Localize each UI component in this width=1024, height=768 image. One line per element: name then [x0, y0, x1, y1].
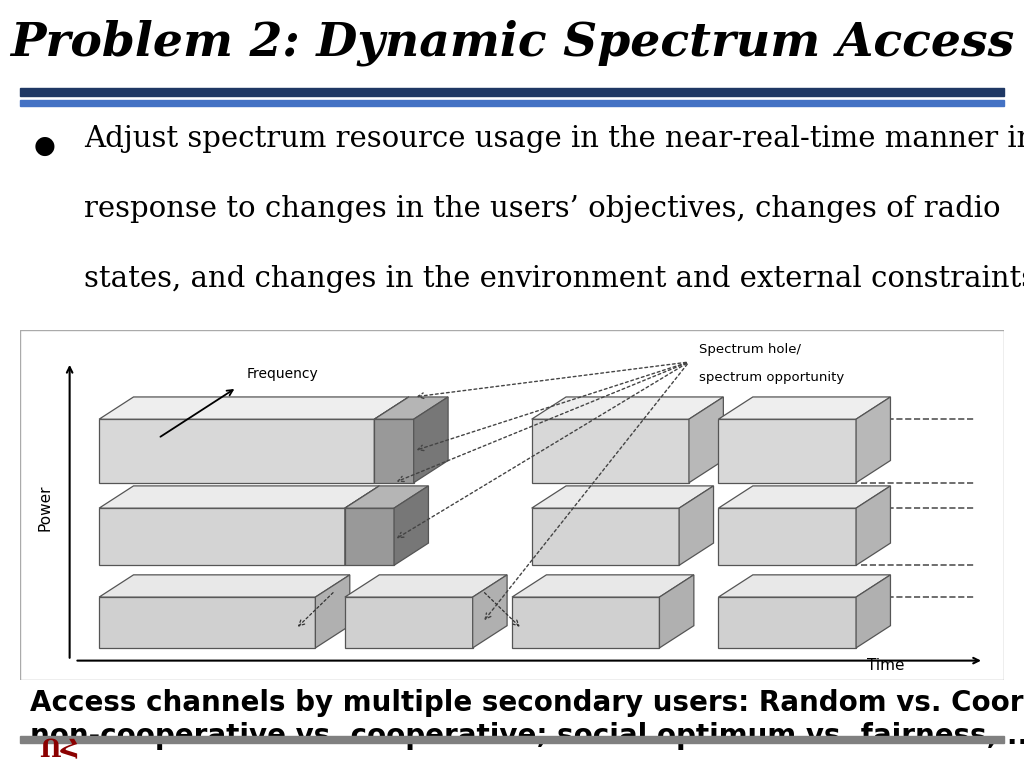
Polygon shape	[394, 486, 428, 565]
Polygon shape	[719, 597, 856, 648]
Polygon shape	[689, 397, 723, 483]
Polygon shape	[99, 597, 315, 648]
Text: spectrum opportunity: spectrum opportunity	[698, 371, 844, 384]
Polygon shape	[679, 486, 714, 565]
Polygon shape	[375, 397, 449, 419]
Text: ՈՀ: ՈՀ	[39, 739, 79, 763]
Bar	[20, 736, 1004, 743]
Polygon shape	[719, 574, 891, 597]
Text: Power: Power	[38, 485, 52, 531]
Polygon shape	[512, 574, 694, 597]
Polygon shape	[531, 397, 723, 419]
Text: Problem 2: Dynamic Spectrum Access: Problem 2: Dynamic Spectrum Access	[10, 19, 1014, 65]
Polygon shape	[719, 419, 856, 483]
Polygon shape	[345, 597, 473, 648]
Polygon shape	[512, 597, 659, 648]
Polygon shape	[375, 397, 409, 483]
Polygon shape	[856, 397, 891, 483]
Polygon shape	[315, 574, 350, 648]
Polygon shape	[531, 508, 679, 565]
Text: Adjust spectrum resource usage in the near-real-time manner in: Adjust spectrum resource usage in the ne…	[84, 125, 1024, 153]
Bar	[20, 100, 1004, 106]
Polygon shape	[99, 397, 409, 419]
Polygon shape	[719, 486, 891, 508]
Polygon shape	[531, 419, 689, 483]
Polygon shape	[99, 508, 345, 565]
Polygon shape	[375, 419, 414, 483]
Polygon shape	[473, 574, 507, 648]
Text: Access channels by multiple secondary users: Random vs. Coordinate;: Access channels by multiple secondary us…	[31, 690, 1024, 717]
Text: Time: Time	[866, 658, 904, 674]
Polygon shape	[99, 486, 379, 508]
Text: response to changes in the users’ objectives, changes of radio: response to changes in the users’ object…	[84, 195, 1001, 223]
Text: ●: ●	[34, 134, 56, 157]
Text: Frequency: Frequency	[247, 367, 318, 381]
Polygon shape	[345, 508, 394, 565]
Polygon shape	[345, 574, 507, 597]
Text: Spectrum hole/: Spectrum hole/	[698, 343, 801, 356]
Polygon shape	[719, 397, 891, 419]
Polygon shape	[99, 574, 350, 597]
Polygon shape	[99, 419, 375, 483]
Text: states, and changes in the environment and external constraints.: states, and changes in the environment a…	[84, 265, 1024, 293]
Text: non-cooperative vs. cooperative; social optimum vs. fairness, ....: non-cooperative vs. cooperative; social …	[31, 722, 1024, 750]
Polygon shape	[856, 574, 891, 648]
Polygon shape	[659, 574, 694, 648]
Polygon shape	[345, 486, 428, 508]
Polygon shape	[414, 397, 449, 483]
Bar	[20, 88, 1004, 96]
Polygon shape	[345, 486, 379, 565]
Polygon shape	[719, 508, 856, 565]
Polygon shape	[856, 486, 891, 565]
Polygon shape	[531, 486, 714, 508]
